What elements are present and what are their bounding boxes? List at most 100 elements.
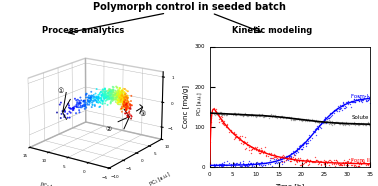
Point (284, 157, 290, 160)
Point (332, 109, 338, 112)
Point (262, 114, 268, 117)
Point (242, 113, 248, 116)
Point (288, 154, 294, 157)
Point (329, 111, 335, 114)
Point (213, 162, 219, 165)
Point (299, 147, 305, 150)
Point (339, 122, 345, 125)
Point (345, 100, 351, 103)
Point (358, 121, 364, 124)
Point (292, 116, 298, 119)
Point (365, 163, 371, 166)
Point (306, 162, 312, 165)
Point (297, 157, 303, 160)
Point (243, 114, 249, 117)
Point (319, 166, 325, 169)
Point (341, 162, 347, 165)
Point (287, 155, 293, 158)
Point (333, 121, 339, 124)
Point (334, 110, 340, 113)
Point (312, 120, 318, 123)
Point (311, 130, 317, 133)
Point (296, 159, 302, 162)
Point (291, 162, 297, 165)
Point (218, 164, 225, 167)
Point (285, 116, 291, 119)
Point (261, 116, 267, 118)
Point (331, 161, 337, 164)
Text: Kinetic modeling: Kinetic modeling (232, 26, 312, 35)
Point (341, 122, 347, 125)
Point (342, 123, 348, 126)
Point (242, 113, 248, 116)
Point (349, 121, 355, 124)
Point (271, 153, 277, 156)
Point (248, 148, 254, 151)
Point (366, 96, 372, 99)
Point (343, 106, 349, 109)
Point (337, 163, 343, 166)
Point (243, 163, 249, 166)
Point (344, 101, 350, 104)
Point (281, 155, 287, 158)
Point (236, 163, 242, 166)
Point (296, 118, 302, 121)
Point (350, 161, 356, 164)
Point (322, 166, 328, 169)
Point (320, 120, 326, 123)
Point (350, 161, 356, 164)
Point (365, 121, 371, 124)
Point (246, 159, 252, 162)
Point (243, 113, 249, 116)
Point (266, 161, 273, 164)
Point (336, 123, 342, 126)
Point (219, 161, 225, 164)
Point (249, 114, 255, 117)
Point (316, 125, 322, 128)
Point (296, 117, 302, 120)
Point (334, 121, 340, 124)
Point (324, 161, 330, 164)
Point (292, 153, 298, 156)
Point (303, 144, 309, 147)
Point (285, 154, 291, 157)
Point (256, 162, 262, 165)
Point (280, 115, 287, 118)
Point (316, 162, 322, 165)
Point (220, 112, 226, 115)
Point (221, 111, 227, 114)
Point (306, 136, 312, 139)
Point (314, 121, 320, 124)
Y-axis label: PC₁ [a.u.]: PC₁ [a.u.] (149, 171, 171, 186)
Point (211, 163, 217, 166)
Point (267, 115, 273, 118)
Point (243, 163, 249, 166)
Point (319, 119, 325, 122)
Point (279, 160, 285, 163)
Point (225, 113, 231, 116)
Point (358, 98, 364, 101)
Point (320, 161, 326, 164)
Point (338, 162, 344, 165)
Point (226, 113, 232, 116)
Point (295, 150, 301, 153)
Point (328, 160, 334, 163)
Point (298, 148, 304, 151)
Point (267, 163, 273, 166)
Point (290, 151, 296, 154)
Point (266, 152, 273, 155)
Point (338, 122, 344, 125)
Point (322, 163, 328, 166)
Point (291, 117, 297, 120)
Point (211, 112, 217, 115)
Point (340, 122, 346, 125)
Point (253, 115, 259, 118)
Point (327, 158, 333, 161)
Point (256, 114, 262, 117)
Point (337, 122, 343, 125)
Point (232, 111, 238, 114)
Point (217, 118, 223, 121)
Point (313, 159, 319, 162)
Point (259, 149, 265, 152)
Point (331, 123, 337, 126)
